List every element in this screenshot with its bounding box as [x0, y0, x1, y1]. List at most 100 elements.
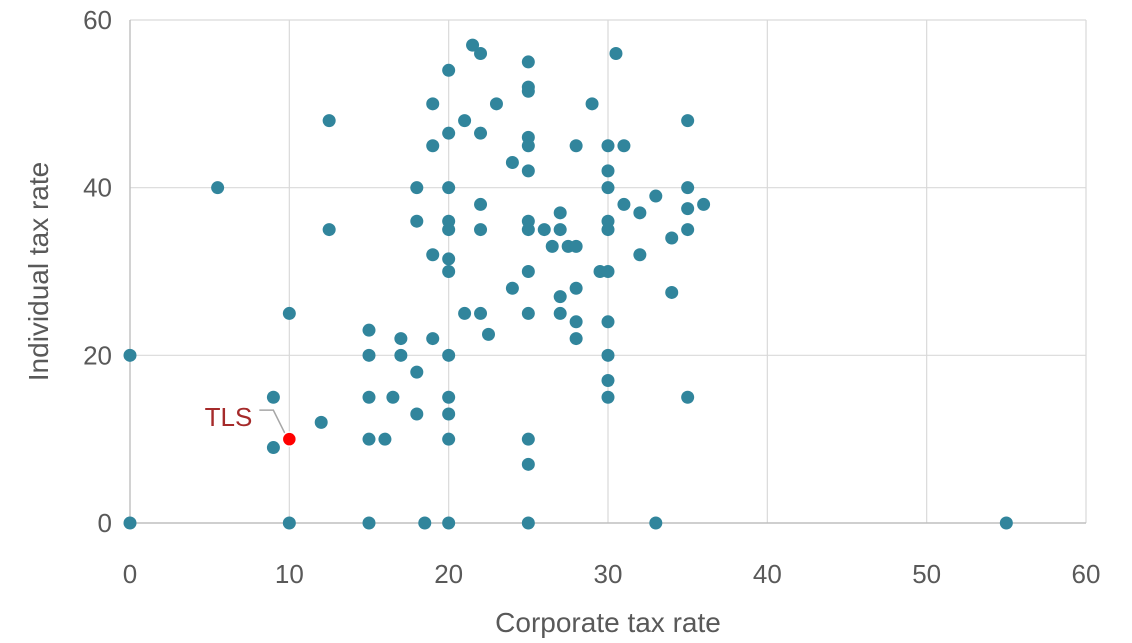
x-tick-label: 30 [594, 559, 623, 589]
data-point [410, 181, 424, 195]
y-tick-label: 60 [83, 5, 112, 35]
data-point [569, 315, 583, 329]
data-point [569, 332, 583, 346]
data-point [505, 156, 519, 170]
data-point [521, 139, 535, 153]
data-point [521, 432, 535, 446]
x-axis-title: Corporate tax rate [495, 607, 721, 638]
data-point [282, 306, 296, 320]
data-point [681, 181, 695, 195]
data-point [410, 214, 424, 228]
data-point [442, 126, 456, 140]
data-point [426, 97, 440, 111]
data-point [681, 114, 695, 128]
y-tick-label: 40 [83, 173, 112, 203]
data-point [553, 306, 567, 320]
data-point [601, 390, 615, 404]
data-point [545, 239, 559, 253]
y-tick-label: 20 [83, 340, 112, 370]
data-point [322, 114, 336, 128]
data-point [482, 327, 495, 341]
highlight-leader-line [259, 409, 287, 435]
data-point [394, 332, 408, 346]
x-tick-label: 50 [912, 559, 941, 589]
data-point [665, 231, 679, 245]
data-point [681, 202, 695, 216]
data-point [601, 164, 615, 178]
data-point [362, 390, 376, 404]
data-point [426, 332, 440, 346]
data-point [553, 290, 567, 304]
data-point [442, 63, 456, 77]
data-point [681, 390, 695, 404]
data-point [426, 248, 440, 262]
data-point [466, 38, 480, 52]
data-points [123, 38, 1013, 530]
data-point [362, 348, 376, 362]
data-point [442, 348, 456, 362]
data-point [266, 390, 280, 404]
x-tick-label: 0 [123, 559, 137, 589]
data-point [681, 223, 695, 237]
x-tick-label: 10 [275, 559, 304, 589]
data-point [458, 114, 472, 128]
data-point [601, 139, 615, 153]
data-point [426, 139, 440, 153]
data-point [601, 265, 615, 278]
data-point [442, 432, 456, 446]
data-point [442, 181, 456, 195]
highlight-point [281, 431, 298, 447]
data-point [474, 306, 488, 320]
data-point [649, 516, 663, 530]
x-tick-label: 60 [1072, 559, 1101, 589]
data-point [314, 415, 328, 429]
data-point [378, 432, 392, 446]
data-point [458, 306, 472, 320]
data-point [617, 197, 631, 211]
data-point [474, 126, 488, 140]
y-tick-label: 0 [98, 508, 112, 538]
data-point [521, 84, 535, 98]
data-point [521, 55, 535, 69]
data-point [362, 323, 376, 337]
data-point [601, 223, 615, 237]
data-point [617, 139, 631, 153]
data-point [489, 97, 503, 111]
data-point [474, 223, 488, 237]
data-point [442, 252, 456, 266]
data-point [521, 164, 535, 178]
data-point [697, 197, 711, 211]
data-point [569, 281, 583, 295]
data-point [521, 306, 535, 320]
data-point [362, 432, 376, 446]
data-point [322, 223, 336, 237]
data-point [999, 516, 1013, 530]
data-point [649, 189, 663, 203]
data-point [553, 206, 567, 220]
data-point [521, 516, 535, 530]
data-point [601, 373, 615, 387]
data-point [569, 139, 583, 153]
data-point [521, 223, 535, 237]
data-point [386, 390, 400, 404]
data-point [410, 407, 424, 421]
data-point [633, 248, 647, 262]
data-point [282, 516, 296, 530]
data-point [537, 223, 551, 237]
data-point [442, 516, 456, 530]
data-point [505, 281, 519, 295]
data-point [601, 315, 615, 329]
data-point [569, 239, 583, 253]
data-point [442, 265, 456, 278]
x-tick-label: 20 [434, 559, 463, 589]
data-point [394, 348, 408, 362]
data-point [442, 407, 456, 421]
data-point [521, 265, 535, 278]
tick-labels: 0 10 20 30 40 50 60 0 20 40 60 [83, 5, 1100, 589]
x-tick-label: 40 [753, 559, 782, 589]
data-point [601, 348, 615, 362]
data-point [601, 181, 615, 195]
data-point [633, 206, 647, 220]
data-point [418, 516, 432, 530]
